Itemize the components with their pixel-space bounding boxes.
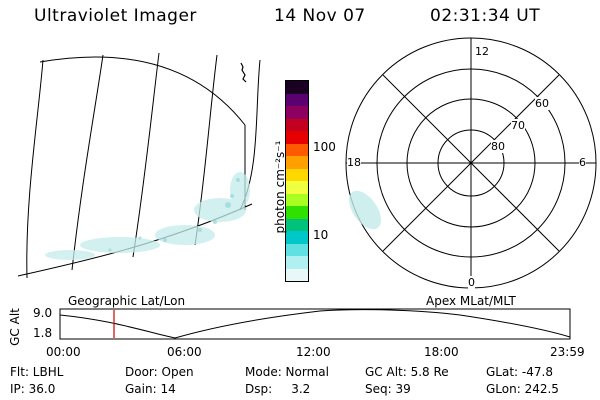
colorbar-unit-label: photon cm⁻²s⁻¹ [273, 140, 287, 234]
mlt-label-6: 6 [579, 156, 586, 169]
colorbar-band [286, 106, 308, 119]
colorbar-band [286, 231, 308, 244]
lat-label-60: 60 [535, 97, 549, 110]
info-door: Door: Open [125, 365, 194, 379]
info-seq: Seq: 39 [365, 382, 411, 396]
x-tick-2359: 23:59 [550, 345, 585, 359]
info-dsp: Dsp: 3.2 [245, 382, 311, 396]
mlt-label-18: 18 [347, 156, 361, 169]
x-tick-1200: 12:00 [296, 345, 331, 359]
info-gcalt: GC Alt: 5.8 Re [365, 365, 449, 379]
colorbar [285, 80, 309, 282]
colorbar-band [286, 218, 308, 231]
lat-label-80: 80 [491, 140, 505, 153]
info-mode: Mode: Normal [245, 365, 329, 379]
colorbar-band [286, 256, 308, 269]
colorbar-band [286, 168, 308, 181]
colorbar-band [286, 193, 308, 206]
colorbar-band [286, 268, 308, 281]
colorbar-tick-10: 10 [313, 228, 329, 242]
colorbar-band [286, 131, 308, 144]
right-caption: Apex MLat/MLT [426, 294, 516, 308]
instrument-title: Ultraviolet Imager [34, 6, 197, 26]
x-tick-1800: 18:00 [424, 345, 459, 359]
mlt-label-0: 0 [468, 276, 475, 289]
colorbar-band [286, 181, 308, 194]
colorbar-band [286, 143, 308, 156]
info-glat: GLat: -47.8 [486, 365, 553, 379]
colorbar-band [286, 243, 308, 256]
mlt-label-12: 12 [475, 45, 489, 58]
x-tick-0000: 00:00 [46, 345, 81, 359]
date-label: 14 Nov 07 [274, 6, 366, 26]
colorbar-tick-100: 100 [313, 140, 336, 154]
info-gain: Gain: 14 [125, 382, 176, 396]
colorbar-band [286, 156, 308, 169]
left-caption: Geographic Lat/Lon [68, 294, 186, 308]
colorbar-band [286, 81, 308, 94]
timeline-y-tick-low: 1.8 [33, 326, 53, 340]
time-label: 02:31:34 UT [430, 6, 541, 26]
timeline-y-tick-high: 9.0 [33, 306, 53, 320]
colorbar-band [286, 118, 308, 131]
colorbar-band [286, 93, 308, 106]
x-tick-0600: 06:00 [167, 345, 202, 359]
info-ip: IP: 36.0 [10, 382, 56, 396]
colorbar-band [286, 206, 308, 219]
timeline-y-label: GC Alt [8, 308, 22, 346]
lat-label-70: 70 [511, 119, 525, 132]
info-glon: GLon: 242.5 [486, 382, 559, 396]
info-flt: Flt: LBHL [10, 365, 64, 379]
